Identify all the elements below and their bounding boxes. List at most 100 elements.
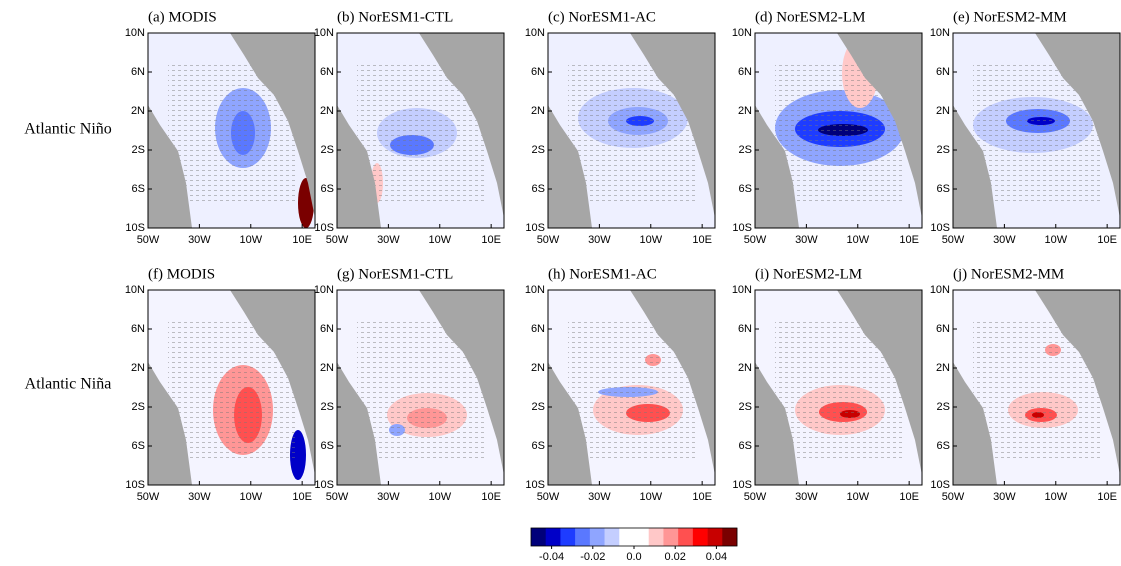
lon-tick-label: 30W bbox=[993, 491, 1016, 503]
lat-tick-label: 2N bbox=[131, 105, 145, 117]
colorbar-tick-label: -0.02 bbox=[580, 551, 605, 563]
lat-tick-label: 2N bbox=[531, 362, 545, 374]
lat-tick-label: 2S bbox=[532, 401, 545, 413]
frame bbox=[336, 289, 505, 486]
land bbox=[337, 362, 381, 485]
panel-title: (c) NorESM1-AC bbox=[548, 9, 656, 25]
lon-tick-label: 10W bbox=[639, 234, 662, 246]
lat-tick-label: 6S bbox=[532, 183, 545, 195]
frame bbox=[754, 32, 923, 229]
lon-tick-label: 30W bbox=[588, 491, 611, 503]
lat-tick-label: 2S bbox=[321, 401, 334, 413]
lon-tick-label: 30W bbox=[377, 234, 400, 246]
lat-tick-label: 6N bbox=[320, 66, 334, 78]
land bbox=[837, 290, 922, 475]
land bbox=[837, 33, 922, 218]
lat-tick-label: 10N bbox=[314, 27, 334, 39]
land bbox=[419, 33, 504, 218]
lon-tick-label: 10E bbox=[692, 491, 712, 503]
lon-tick-label: 10W bbox=[1044, 491, 1067, 503]
colorbar-swatch bbox=[707, 528, 723, 546]
lat-tick-label: 10N bbox=[125, 284, 145, 296]
lat-tick-label: 6S bbox=[937, 440, 950, 452]
frame bbox=[547, 32, 716, 229]
lon-tick-label: 50W bbox=[942, 491, 965, 503]
lon-tick-label: 50W bbox=[326, 234, 349, 246]
lat-tick-label: 6N bbox=[936, 66, 950, 78]
row-label: Atlantic Niña bbox=[25, 376, 112, 393]
land bbox=[630, 290, 715, 475]
land bbox=[148, 362, 192, 485]
frame bbox=[952, 32, 1121, 229]
panel-title: (g) NorESM1-CTL bbox=[337, 266, 453, 282]
land bbox=[1035, 290, 1120, 475]
lat-tick-label: 10N bbox=[732, 27, 752, 39]
colorbar-swatch bbox=[545, 528, 561, 546]
lat-tick-label: 2N bbox=[936, 362, 950, 374]
lat-tick-label: 10S bbox=[525, 479, 545, 491]
land bbox=[548, 362, 592, 485]
lat-tick-label: 10S bbox=[125, 222, 145, 234]
lat-tick-label: 2N bbox=[936, 105, 950, 117]
lat-tick-label: 2N bbox=[131, 362, 145, 374]
lon-tick-label: 30W bbox=[188, 234, 211, 246]
lon-tick-label: 30W bbox=[795, 234, 818, 246]
land bbox=[148, 105, 192, 228]
lat-tick-label: 2S bbox=[739, 401, 752, 413]
lat-tick-label: 6S bbox=[321, 440, 334, 452]
lat-tick-label: 2S bbox=[739, 144, 752, 156]
lat-tick-label: 2S bbox=[937, 401, 950, 413]
lat-tick-label: 10N bbox=[125, 27, 145, 39]
panel-title: (d) NorESM2-LM bbox=[755, 9, 865, 25]
row-label: Atlantic Niño bbox=[24, 121, 112, 138]
colorbar-swatch bbox=[648, 528, 664, 546]
lat-tick-label: 6N bbox=[531, 323, 545, 335]
lat-tick-label: 6N bbox=[936, 323, 950, 335]
colorbar-swatch bbox=[589, 528, 605, 546]
lat-tick-label: 6N bbox=[131, 323, 145, 335]
lat-tick-label: 10S bbox=[930, 479, 950, 491]
lon-tick-label: 10E bbox=[1097, 491, 1117, 503]
colorbar-swatch bbox=[604, 528, 620, 546]
lon-tick-label: 30W bbox=[377, 491, 400, 503]
lon-tick-label: 50W bbox=[744, 234, 767, 246]
land bbox=[953, 105, 997, 228]
land bbox=[755, 105, 799, 228]
land bbox=[953, 362, 997, 485]
panel-title: (j) NorESM2-MM bbox=[953, 266, 1064, 282]
lon-tick-label: 30W bbox=[588, 234, 611, 246]
lat-tick-label: 2N bbox=[738, 362, 752, 374]
lon-tick-label: 10W bbox=[239, 234, 262, 246]
panel-title: (i) NorESM2-LM bbox=[755, 266, 862, 282]
lat-tick-label: 6S bbox=[532, 440, 545, 452]
colorbar-tick-label: 0.02 bbox=[664, 551, 685, 563]
lat-tick-label: 6S bbox=[132, 440, 145, 452]
colorbar-swatch bbox=[575, 528, 591, 546]
lon-tick-label: 10E bbox=[692, 234, 712, 246]
lat-tick-label: 6S bbox=[321, 183, 334, 195]
lon-tick-label: 10W bbox=[1044, 234, 1067, 246]
lat-tick-label: 6S bbox=[739, 440, 752, 452]
lon-tick-label: 10E bbox=[481, 234, 501, 246]
lon-tick-label: 50W bbox=[137, 491, 160, 503]
lat-tick-label: 6S bbox=[132, 183, 145, 195]
lat-tick-label: 6N bbox=[131, 66, 145, 78]
frame bbox=[754, 289, 923, 486]
lon-tick-label: 50W bbox=[537, 491, 560, 503]
lat-tick-label: 2S bbox=[132, 144, 145, 156]
panel-title: (f) MODIS bbox=[148, 266, 215, 282]
lat-tick-label: 10S bbox=[314, 479, 334, 491]
panel-title: (b) NorESM1-CTL bbox=[337, 9, 453, 25]
lat-tick-label: 6S bbox=[739, 183, 752, 195]
colorbar-swatch bbox=[560, 528, 576, 546]
lat-tick-label: 10S bbox=[732, 479, 752, 491]
lat-tick-label: 2N bbox=[738, 105, 752, 117]
lat-tick-label: 2S bbox=[532, 144, 545, 156]
